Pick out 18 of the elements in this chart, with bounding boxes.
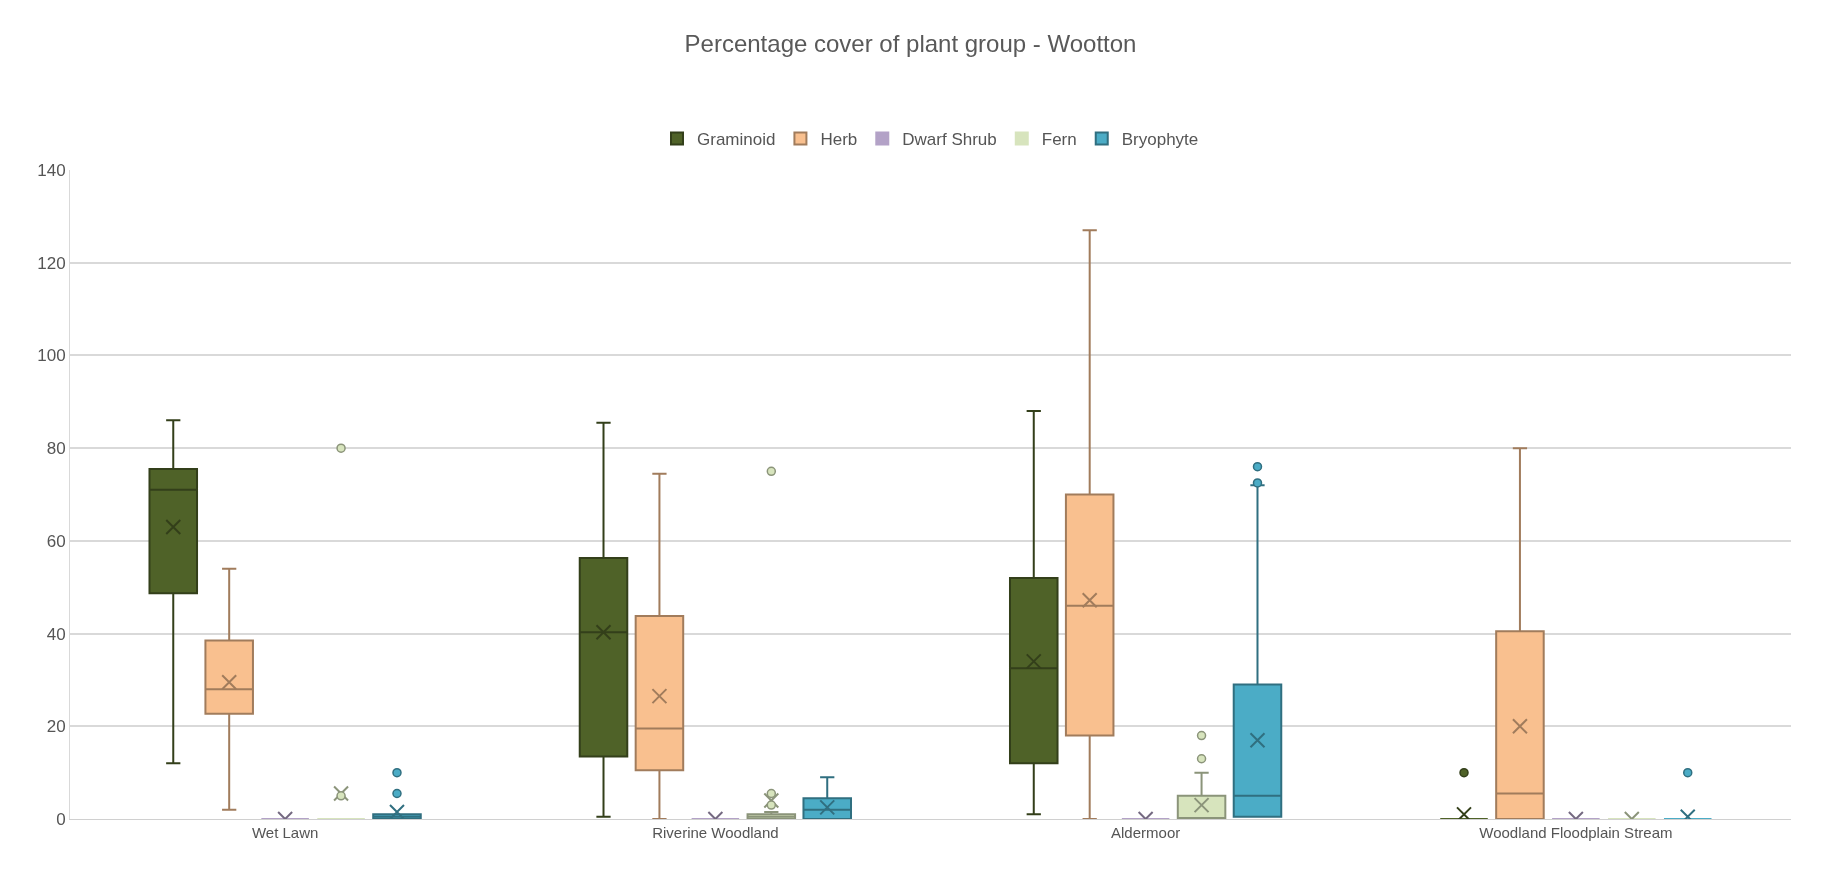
- legend-label: Bryophyte: [1121, 130, 1199, 150]
- legend-label: Fern: [1041, 130, 1077, 150]
- y-tick-label: 140: [37, 160, 66, 180]
- chart-title: Percentage cover of plant group - Wootton: [684, 29, 1137, 57]
- legend-label: Herb: [820, 130, 858, 150]
- y-tick-label: 0: [56, 809, 66, 829]
- x-tick-label: Riverine Woodland: [652, 824, 779, 841]
- legend-label: Dwarf Shrub: [902, 130, 997, 150]
- x-tick-label: Wet Lawn: [251, 824, 319, 841]
- y-tick-label: 80: [46, 439, 66, 459]
- y-tick-label: 120: [37, 253, 66, 273]
- y-tick-label: 100: [37, 346, 66, 366]
- y-tick-label: 60: [46, 531, 66, 551]
- legend-label: Graminoid: [697, 130, 776, 150]
- y-tick-label: 20: [46, 717, 66, 737]
- y-tick-label: 40: [46, 624, 66, 644]
- x-tick-label: Woodland Floodplain Stream: [1479, 824, 1673, 841]
- x-tick-label: Aldermoor: [1111, 824, 1181, 841]
